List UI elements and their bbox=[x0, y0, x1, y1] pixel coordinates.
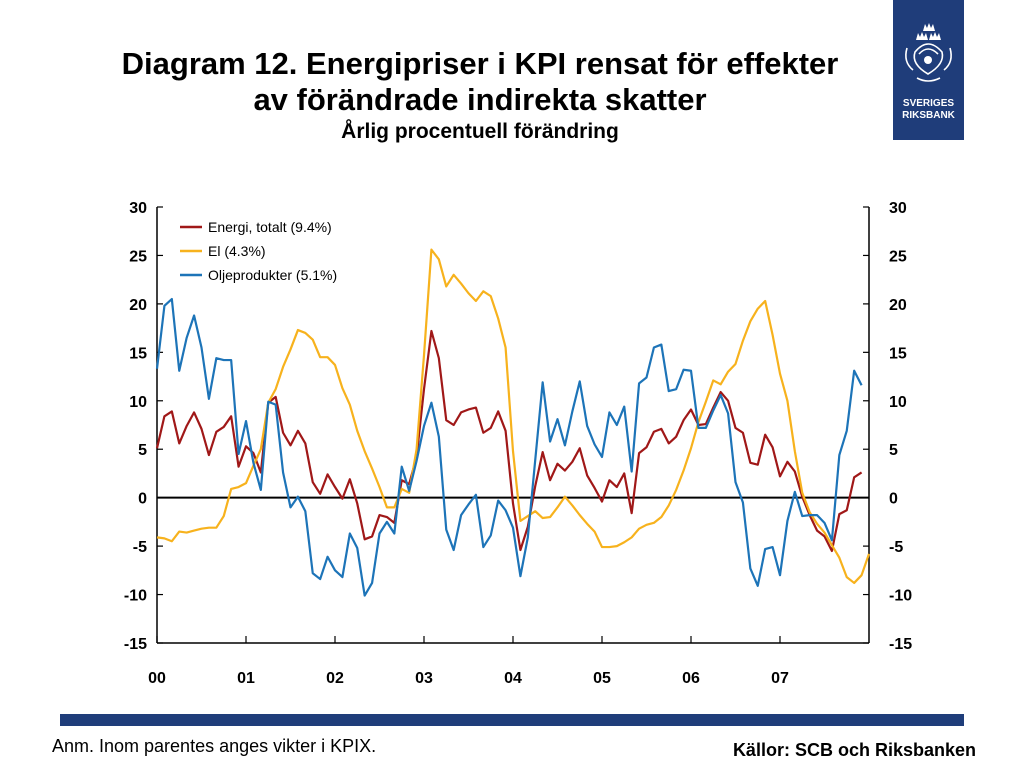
series-line-3 bbox=[155, 297, 863, 597]
x-tick-label: 03 bbox=[415, 670, 433, 687]
x-tick-label: 05 bbox=[593, 670, 611, 687]
y-tick-label-right: 5 bbox=[889, 442, 898, 459]
y-tick-label-right: -15 bbox=[889, 636, 912, 653]
chart-title-line1: Diagram 12. Energipriser i KPI rensat fö… bbox=[121, 46, 839, 81]
y-tick-label-right: 10 bbox=[889, 394, 907, 411]
legend-label-1: Energi, totalt (9.4%) bbox=[208, 219, 332, 235]
title-block: Diagram 12. Energipriser i KPI rensat fö… bbox=[40, 46, 920, 146]
chart-title-line2: av förändrade indirekta skatter bbox=[253, 82, 707, 117]
legend-label-3: Oljeprodukter (5.1%) bbox=[208, 267, 337, 283]
y-tick-label-left: 30 bbox=[129, 200, 147, 217]
y-tick-label-right: -10 bbox=[889, 588, 912, 605]
y-tick-label-left: 15 bbox=[129, 345, 147, 362]
x-tick-label: 02 bbox=[326, 670, 344, 687]
y-tick-label-left: 25 bbox=[129, 248, 147, 265]
y-tick-label-right: 30 bbox=[889, 200, 907, 217]
logo-text-line1: SVERIGES bbox=[902, 98, 955, 109]
x-tick-label: 01 bbox=[237, 670, 255, 687]
y-tick-label-left: 20 bbox=[129, 297, 147, 314]
y-tick-label-right: 25 bbox=[889, 248, 907, 265]
y-tick-label-right: 0 bbox=[889, 491, 898, 508]
y-tick-label-left: -15 bbox=[124, 636, 147, 653]
x-tick-label: 07 bbox=[771, 670, 789, 687]
chart-subtitle: Årlig procentuell förändring bbox=[341, 120, 619, 143]
y-tick-label-left: 10 bbox=[129, 394, 147, 411]
x-tick-label: 06 bbox=[682, 670, 700, 687]
y-tick-label-left: 5 bbox=[138, 442, 147, 459]
riksbank-crest-icon bbox=[905, 23, 952, 82]
series-line-2 bbox=[156, 248, 871, 585]
y-tick-label-left: -10 bbox=[124, 588, 147, 605]
footer-bar bbox=[60, 714, 964, 726]
sources-text: Källor: SCB och Riksbanken bbox=[732, 740, 976, 760]
x-tick-label: 04 bbox=[504, 670, 522, 687]
legend-label-2: El (4.3%) bbox=[208, 243, 266, 259]
y-tick-label-right: 15 bbox=[889, 345, 907, 362]
logo-text-line2: RIKSBANK bbox=[902, 110, 955, 121]
x-tick-label: 00 bbox=[148, 670, 166, 687]
footnote: Anm. Inom parentes anges vikter i KPIX. bbox=[52, 736, 377, 756]
series-line-1 bbox=[155, 329, 863, 553]
riksbank-logo: SVERIGES RIKSBANK bbox=[893, 0, 964, 140]
y-tick-label-right: 20 bbox=[889, 297, 907, 314]
y-tick-label-left: -5 bbox=[133, 539, 147, 556]
y-tick-label-left: 0 bbox=[138, 491, 147, 508]
y-tick-label-right: -5 bbox=[889, 539, 903, 556]
